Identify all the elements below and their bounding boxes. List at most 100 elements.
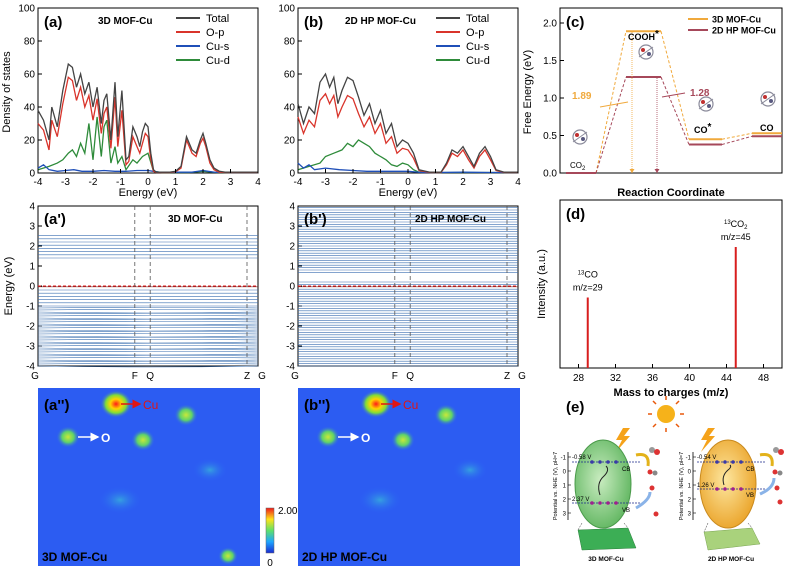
y-tick-label: 2 <box>289 242 295 253</box>
excitation-arrow <box>722 464 732 486</box>
molecule-structure-icon <box>760 91 776 107</box>
y-tick-label: -2 <box>286 322 295 333</box>
potential-ticks: -1 0 1 2 3 <box>561 456 571 518</box>
hole-dots <box>590 501 618 505</box>
band-line <box>37 311 259 314</box>
band-line <box>37 329 259 332</box>
x-tick-label: 40 <box>684 373 696 384</box>
band-line <box>37 317 259 320</box>
x-tick-label: 32 <box>610 373 622 384</box>
band-alignment-panel: (e) Potential vs. NHE (V), pH=7 -1 0 1 2 3 <box>553 396 784 563</box>
energy-connector <box>721 132 753 140</box>
y-tick-label: 1 <box>29 262 35 273</box>
heatmap-3d-title: 3D MOF-Cu <box>42 550 107 564</box>
x-tick-label: 1 <box>173 177 179 188</box>
y-tick-label: 20 <box>284 136 296 147</box>
x-tick-label: 2 <box>460 177 466 188</box>
dos-series-cu-d <box>37 116 258 174</box>
vb-label: VB <box>622 508 630 514</box>
potential-tick-label: 0 <box>563 470 567 476</box>
potential-tick-label: 3 <box>688 512 692 518</box>
y-tick-label: -2 <box>26 322 35 333</box>
band-line <box>37 365 259 368</box>
cu-label: Cu <box>403 398 418 412</box>
band-line <box>37 353 259 356</box>
y-tick-label: 0 <box>29 169 35 180</box>
band-line <box>37 330 259 333</box>
panel-label-c: (c) <box>566 14 584 31</box>
band-2d-title: 2D HP MOF-Cu <box>415 214 486 225</box>
step-label: COOH* <box>628 29 659 42</box>
panel-label-e: (e) <box>566 399 584 416</box>
free-energy-ylabel: Free Energy (eV) <box>522 50 534 134</box>
heatmap-2d-title: 2D HP MOF-Cu <box>302 550 387 564</box>
o-spot <box>316 426 340 448</box>
cb-potential: -0.58 V <box>572 455 591 461</box>
free-energy-xlabel: Reaction Coordinate <box>617 187 725 199</box>
panel-label-a-double-prime: (a'') <box>44 397 69 414</box>
dos-series-total <box>297 72 518 173</box>
potential-axis-label: Potential vs. NHE (V), pH=7 <box>553 452 559 520</box>
dos-3d-ylabel: Density of states <box>1 51 13 133</box>
band-3d-ylabel: Energy (eV) <box>3 257 15 316</box>
dim-spot <box>452 458 488 482</box>
band-line <box>37 350 259 353</box>
colorbar-max-label: 2.00e1 <box>278 506 309 517</box>
band-line <box>37 335 259 338</box>
dim-spot <box>192 458 228 482</box>
band-line <box>37 344 259 347</box>
band-line <box>37 318 259 321</box>
step-label: CO2 <box>570 161 586 172</box>
barrier-pointer <box>661 92 686 98</box>
kpoint-label: Z <box>504 371 510 382</box>
colorbar-min-label: 0 <box>267 558 273 569</box>
y-tick-label: -4 <box>286 362 295 373</box>
dos-2d-legend: Total O-p Cu-s Cu-d <box>436 13 490 67</box>
redox-arrow <box>635 491 652 510</box>
legend-label: Total <box>206 13 229 25</box>
lightning-icon <box>616 428 630 452</box>
kpoint-label: F <box>132 371 138 382</box>
mass-spec-frame <box>559 199 783 369</box>
y-tick-label: 0 <box>289 282 295 293</box>
legend-label: Cu-s <box>206 41 230 53</box>
o-spot <box>56 426 80 448</box>
energy-connector <box>660 31 690 140</box>
x-tick-label: 48 <box>758 373 770 384</box>
y-tick-label: 1.5 <box>543 56 557 67</box>
y-tick-label: 0 <box>289 169 295 180</box>
barrier-annotation: 1.28 <box>690 88 710 99</box>
lightning-icon <box>701 428 715 452</box>
kpoint-label: Z <box>244 371 250 382</box>
y-tick-label: 0.5 <box>543 131 557 142</box>
panel-label-b-double-prime: (b'') <box>304 397 330 414</box>
legend-label: O-p <box>466 27 484 39</box>
potential-ticks: -1 0 1 2 3 <box>686 456 696 518</box>
step-label: CO* <box>694 122 712 135</box>
y-tick-label: 60 <box>24 70 36 81</box>
o-label: O <box>361 431 370 445</box>
kpoint-label: G <box>258 371 266 382</box>
kpoint-label: F <box>392 371 398 382</box>
dos-3d-legend: Total O-p Cu-s Cu-d <box>176 13 230 67</box>
band-line <box>37 308 259 311</box>
excitation-arrow <box>598 465 609 496</box>
y-tick-label: 0 <box>29 282 35 293</box>
molecule-icon <box>647 447 660 517</box>
potential-tick-label: -1 <box>561 456 567 462</box>
dos-3d-frame <box>37 7 259 174</box>
catalyst-sheet <box>703 527 761 551</box>
barrier-arrowhead <box>654 169 660 173</box>
band-line <box>37 356 259 359</box>
dim-spot <box>358 486 402 514</box>
band-line <box>37 359 259 362</box>
x-tick-label: -2 <box>349 177 358 188</box>
y-tick-label: 80 <box>284 37 296 48</box>
band-line <box>37 338 259 341</box>
redox-arrow <box>759 453 774 467</box>
y-tick-label: 2.0 <box>543 19 557 30</box>
